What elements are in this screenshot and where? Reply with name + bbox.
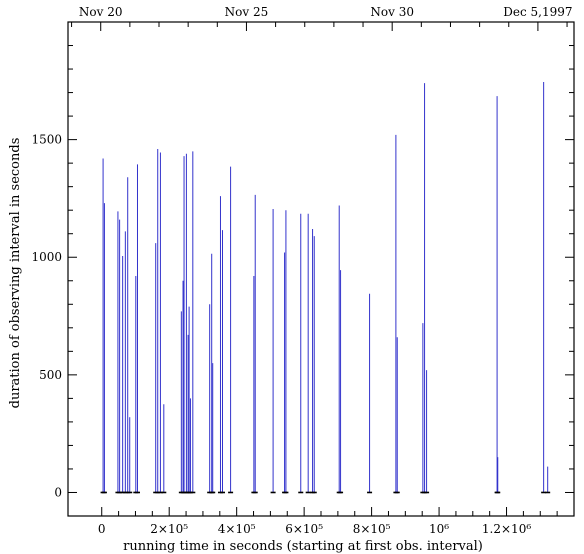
plot-frame (67, 21, 575, 517)
x-tick-label: 4×10⁵ (218, 522, 256, 536)
y-tick-label: 1500 (31, 133, 62, 147)
x-tick-label: 6×10⁵ (285, 522, 323, 536)
x-tick-label: 0 (98, 522, 106, 536)
y-tick-label: 0 (54, 485, 62, 499)
y-tick-label: 1000 (31, 250, 62, 264)
plot-area: 0 2×10⁵ 4×10⁵ 6×10⁵ 8×10⁵ 10⁶ 1.2×10⁶ 0 500 1000 1… (31, 5, 575, 536)
x-tick-label: 8×10⁵ (353, 522, 391, 536)
y-axis-label: duration of observing interval in second… (8, 138, 23, 409)
y-tick-label: 500 (39, 368, 62, 382)
top-date-label: Dec 5,1997 (503, 5, 572, 19)
top-date-label: Nov 30 (370, 5, 414, 19)
x-tick-label: 10⁶ (429, 522, 449, 536)
x-tick-label: 1.2×10⁶ (482, 522, 531, 536)
x-tick-label: 2×10⁵ (150, 522, 188, 536)
top-date-label: Nov 20 (79, 5, 123, 19)
top-date-label: Nov 25 (225, 5, 269, 19)
x-axis-label: running time in seconds (starting at fir… (123, 539, 483, 554)
